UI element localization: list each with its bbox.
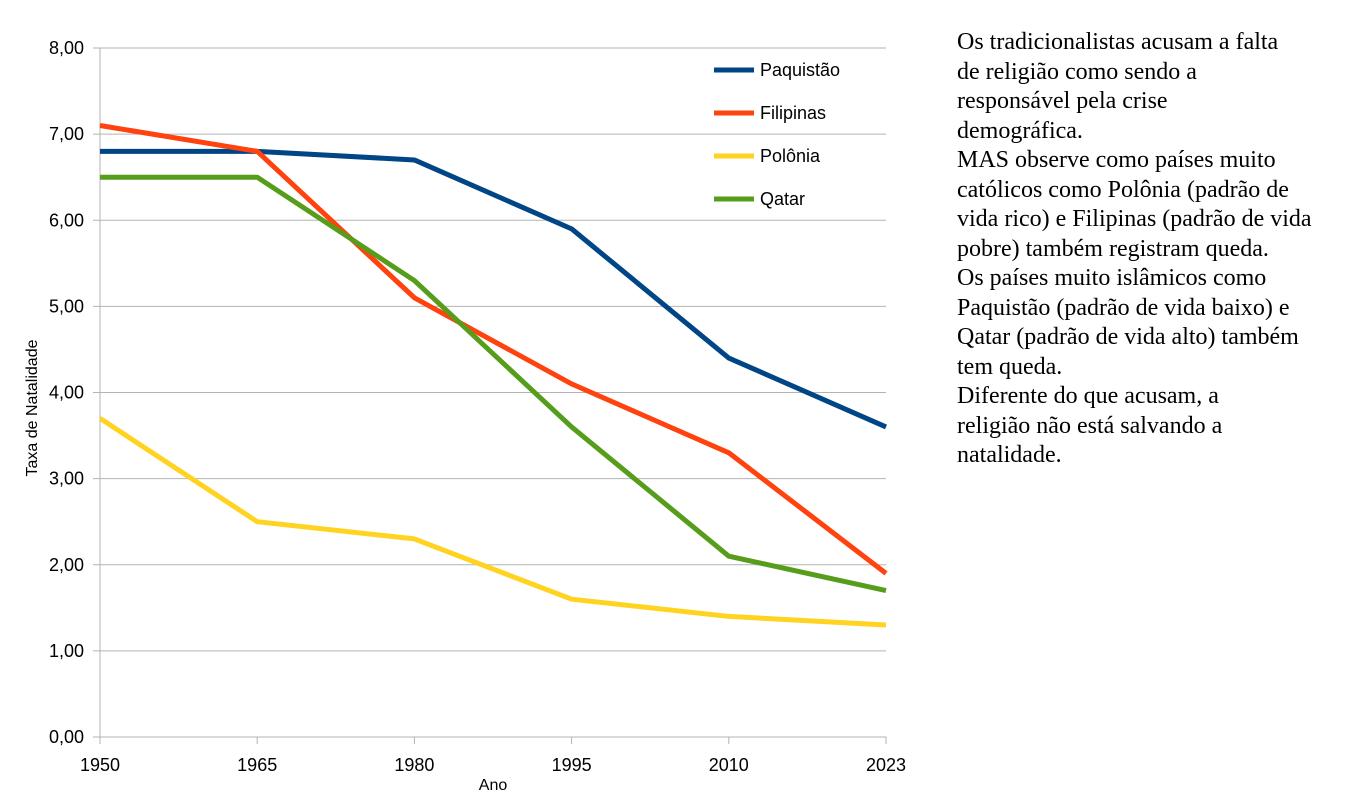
- y-tick-labels: 0,00 1,00 2,00 3,00 4,00 5,00 6,00 7,00 8,00: [49, 38, 84, 747]
- x-axis-title: Ano: [479, 777, 508, 794]
- x-tick-label: 1980: [394, 755, 434, 775]
- legend-label: Filipinas: [760, 103, 826, 123]
- legend-label: Qatar: [760, 189, 805, 209]
- commentary-paragraph: MAS observe como países muito católicos …: [957, 147, 1312, 262]
- series-line-paquistão: [100, 148, 888, 430]
- y-tick-label: 0,00: [49, 727, 84, 747]
- series-lines: [98, 123, 888, 628]
- line-chart: 0,00 1,00 2,00 3,00 4,00 5,00 6,00 7,00 8,00 195…: [24, 38, 906, 794]
- y-tick-label: 1,00: [49, 641, 84, 661]
- y-tick-label: 2,00: [49, 555, 84, 575]
- x-tick-label: 1950: [80, 755, 120, 775]
- x-tick-label: 1965: [237, 755, 277, 775]
- y-tick-label: 3,00: [49, 469, 84, 489]
- commentary-paragraph: Os tradicionalistas acusam a falta de re…: [957, 29, 1279, 144]
- x-tick-label: 1995: [552, 755, 592, 775]
- x-tick-label: 2023: [866, 755, 906, 775]
- series-line-qatar: [100, 174, 887, 594]
- legend-label: Polônia: [760, 146, 821, 166]
- y-axis-title: Taxa de Natalidade: [24, 339, 41, 476]
- x-tick-label: 2010: [709, 755, 749, 775]
- y-tick-label: 6,00: [49, 210, 84, 230]
- y-tick-label: 8,00: [49, 38, 84, 58]
- series-line-polônia: [98, 416, 887, 628]
- y-tick-label: 4,00: [49, 383, 84, 403]
- legend-label: Paquistão: [760, 60, 840, 80]
- y-tick-label: 7,00: [49, 124, 84, 144]
- x-tick-labels: 1950 1965 1980 1995 2010 2023: [80, 755, 906, 775]
- y-tick-label: 5,00: [49, 296, 84, 316]
- commentary-paragraph: Diferente do que acusam, a religião não …: [957, 383, 1223, 468]
- commentary-panel: Os tradicionalistas acusam a falta de re…: [957, 28, 1337, 471]
- series-line-filipinas: [99, 123, 888, 576]
- gridlines: [93, 47, 887, 744]
- commentary-paragraph: Os países muito islâmicos como Paquistão…: [957, 265, 1299, 380]
- legend: Paquistão Filipinas Polônia Qatar: [714, 60, 840, 209]
